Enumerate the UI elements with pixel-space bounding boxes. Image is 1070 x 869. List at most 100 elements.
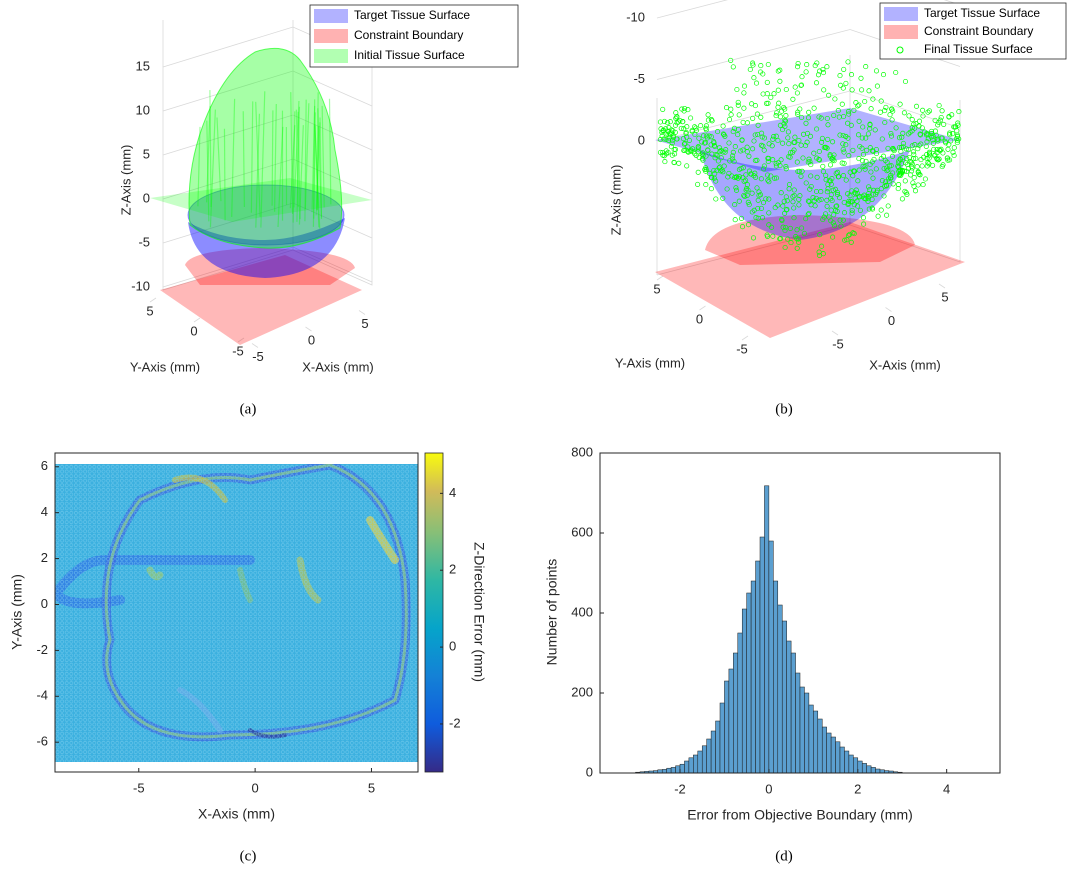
surface-point bbox=[708, 186, 714, 192]
surface-point bbox=[836, 195, 843, 201]
surface-point bbox=[850, 173, 856, 179]
surface-point bbox=[796, 202, 802, 208]
surface-point bbox=[782, 244, 788, 251]
x-tick bbox=[251, 343, 259, 348]
surface-streak bbox=[312, 99, 316, 227]
x-tick-label: 5 bbox=[361, 316, 368, 331]
surface-point bbox=[850, 230, 856, 236]
surface-point bbox=[951, 124, 957, 130]
surface-point bbox=[770, 233, 776, 239]
surface-point bbox=[796, 137, 802, 144]
surface-point bbox=[856, 167, 862, 173]
surface-point bbox=[873, 68, 880, 74]
surface-streak bbox=[209, 109, 216, 228]
x-axis-label: X-Axis (mm) bbox=[198, 806, 275, 822]
surface-point bbox=[832, 96, 838, 102]
surface-point bbox=[793, 234, 799, 240]
surface-point bbox=[828, 181, 834, 187]
surface-point bbox=[931, 153, 938, 159]
surface-point bbox=[672, 146, 679, 152]
surface-point bbox=[738, 148, 744, 154]
bar bbox=[835, 741, 841, 774]
surface-point bbox=[905, 131, 911, 137]
surface-point bbox=[835, 108, 841, 114]
surface-point bbox=[706, 170, 712, 176]
surface-point bbox=[702, 140, 708, 146]
surface-point bbox=[788, 240, 794, 246]
surface-point bbox=[779, 127, 786, 133]
z-tick-label: 5 bbox=[143, 146, 150, 161]
surface-point bbox=[693, 125, 699, 131]
surface-point bbox=[736, 198, 742, 204]
legend-label: Constraint Boundary bbox=[924, 24, 1033, 38]
surface-streak bbox=[206, 120, 210, 222]
surface-point bbox=[681, 126, 687, 132]
surface-point bbox=[948, 138, 954, 144]
surface-point bbox=[902, 188, 908, 194]
surface-point bbox=[825, 122, 831, 128]
surface-point bbox=[945, 157, 951, 163]
surface-streak bbox=[316, 92, 319, 211]
surface-point bbox=[808, 183, 814, 190]
surface-point bbox=[664, 120, 671, 126]
surface-point bbox=[661, 136, 667, 142]
surface-point bbox=[775, 104, 781, 110]
surface-point bbox=[773, 175, 780, 181]
surface-point bbox=[854, 198, 860, 204]
y-tick-label: -5 bbox=[232, 343, 244, 358]
bar bbox=[750, 580, 756, 774]
surface-point bbox=[827, 162, 834, 168]
surface-point bbox=[821, 87, 827, 93]
legend-swatch bbox=[884, 7, 918, 21]
surface-point bbox=[685, 107, 691, 113]
surface-point bbox=[676, 160, 682, 166]
surface-point bbox=[775, 137, 781, 144]
surface-point bbox=[674, 114, 680, 120]
surface-point bbox=[668, 127, 675, 133]
surface-point bbox=[682, 105, 688, 112]
surface-point bbox=[841, 160, 847, 166]
surface-streak bbox=[242, 111, 245, 208]
surface-point bbox=[716, 165, 722, 171]
surface-point bbox=[661, 118, 668, 124]
surface-point bbox=[951, 145, 957, 151]
surface-point bbox=[944, 155, 950, 161]
surface-point bbox=[753, 215, 759, 221]
surface-point bbox=[854, 190, 861, 196]
surface-point bbox=[740, 119, 746, 125]
surface-point bbox=[902, 78, 909, 85]
surface-point bbox=[730, 149, 736, 155]
surface-point bbox=[831, 212, 837, 218]
surface-point bbox=[819, 135, 825, 141]
surface-point bbox=[709, 151, 715, 157]
surface-point bbox=[735, 102, 741, 108]
bar bbox=[866, 765, 872, 774]
surface-streak bbox=[314, 124, 321, 229]
surface-point bbox=[775, 87, 781, 93]
surface-point bbox=[848, 239, 854, 245]
surface-point bbox=[900, 144, 906, 150]
surface-point bbox=[860, 124, 866, 130]
surface-point bbox=[925, 160, 931, 166]
surface-point bbox=[783, 86, 789, 93]
surface-point bbox=[879, 136, 885, 142]
surface-streak bbox=[277, 126, 284, 228]
surface-point bbox=[838, 82, 844, 88]
bar bbox=[706, 738, 712, 774]
y-tick-label: 600 bbox=[571, 524, 593, 539]
surface-point bbox=[812, 203, 818, 209]
surface-point bbox=[912, 125, 918, 131]
surface-point bbox=[759, 215, 766, 221]
surface-point bbox=[859, 158, 865, 164]
surface-point bbox=[884, 165, 890, 171]
surface-point bbox=[798, 173, 804, 179]
surface-point bbox=[796, 196, 802, 202]
x-tick-label: 0 bbox=[765, 781, 772, 796]
surface-point bbox=[816, 114, 822, 120]
surface-point bbox=[870, 96, 876, 102]
surface-point bbox=[813, 195, 819, 201]
surface-point bbox=[805, 211, 811, 217]
surface-point bbox=[915, 146, 921, 152]
surface-point bbox=[741, 90, 747, 96]
axes-box bbox=[54, 452, 419, 773]
